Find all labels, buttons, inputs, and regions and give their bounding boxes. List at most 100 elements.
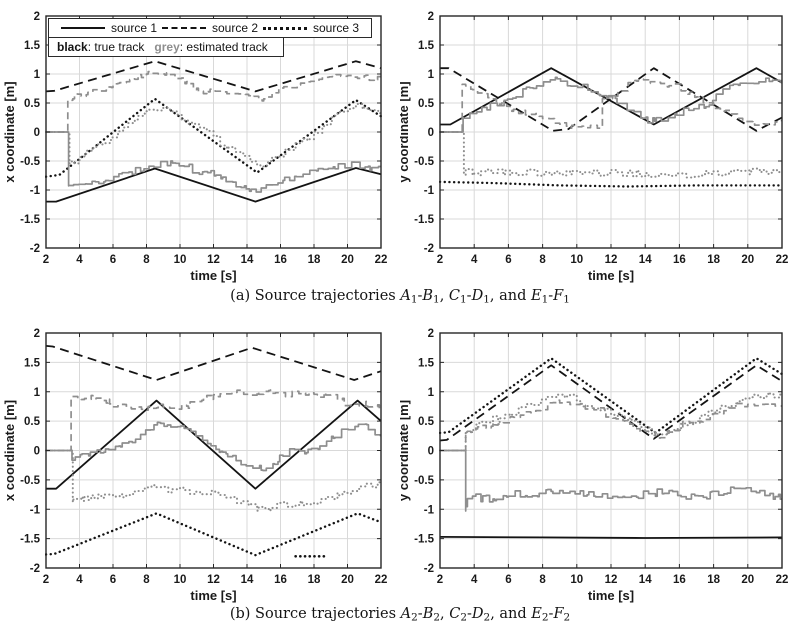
text-segment: 2 [460,611,467,624]
text-segment: D [471,606,484,622]
b-right-x-tick-label: 6 [505,574,511,586]
a-left-source-2-estimated-line [46,70,381,133]
text-segment: - [417,288,423,304]
a-right-y-tick-label: 1.5 [418,40,435,52]
a-left-x-tick-label: 14 [241,254,254,266]
a-right-y-tick-label: -2 [424,243,434,255]
a-right-x-axis-label: time [s] [588,268,634,283]
a-left-source-1-estimated-line [46,131,381,193]
a-right-x-tick-label: 10 [570,254,583,266]
a-right-x-tick-label: 6 [505,254,511,266]
b-right-x-tick-label: 10 [570,574,583,586]
b-left-source-2-true-line [45,345,382,381]
a-right-source-3-true-line [439,180,783,188]
a-left-x-tick-label: 20 [341,254,354,266]
a-right-x-tick-label: 14 [639,254,652,266]
solid-line-sample-icon [61,27,105,29]
b-right-y-tick-label: 1.5 [418,357,435,369]
a-right-y-tick-label: 1 [428,69,435,81]
legend-label-source-2: source 2 [211,21,259,35]
b-right-x-tick-label: 16 [673,574,686,586]
legend-label-source-1: source 1 [111,21,158,35]
legend-label-source-3: source 3 [312,21,359,35]
text-segment: 1 [410,293,418,306]
a-left-source-3-estimated-line [45,102,382,168]
text-segment: 2 [483,611,491,624]
text-segment: , [440,606,450,622]
a-left-y-tick-label: -1 [30,185,41,197]
a-right-source-2-estimated-line [440,78,782,133]
a-left-x-tick-label: 22 [375,254,388,266]
b-right-y-tick-label: 0.5 [418,416,435,428]
text-segment: , and [489,288,531,304]
legend-entry-source-2: source 2 [161,21,259,35]
subplot-a-right: 2 4 6 8 10 12 14 16 18 20 22 -2 -1.5 -1 -0.5 0 0.5 1 1.5 2 t… [400,0,800,292]
b-right-source-2-true-line [439,364,783,442]
b-right-y-axis-label: y coordinate [m] [400,400,411,501]
text-segment: - [417,606,423,622]
b-right-x-tick-label: 18 [707,574,720,586]
text-segment: - [466,606,472,622]
a-right-x-tick-label: 4 [471,254,478,266]
b-left-x-tick-label: 14 [241,574,254,586]
b-right-x-tick-label: 22 [776,574,789,586]
text-segment: 1 [563,293,570,306]
a-left-x-tick-label: 6 [110,254,116,266]
text-segment: black [57,40,88,54]
legend-entry-source-3: source 3 [262,21,359,35]
b-left-x-tick-label: 22 [375,574,388,586]
subplot-b-right: 2 4 6 8 10 12 14 16 18 20 22 -2 -1.5 -1 -0.5 0 0.5 1 1.5 2 t… [400,318,800,610]
b-left-source-1-estimated-line [46,421,382,472]
legend-note: black: true track grey: estimated track [48,37,284,57]
a-right-x-tick-label: 2 [437,254,443,266]
a-left-y-tick-label: 0 [34,127,40,139]
a-left-y-tick-label: 1.5 [24,40,41,52]
a-left-y-tick-label: -0.5 [20,156,40,168]
b-left-x-tick-label: 10 [174,574,187,586]
text-segment: , [439,288,449,304]
a-left-x-tick-label: 10 [174,254,187,266]
text-segment: 1 [433,293,440,306]
b-right-x-tick-label: 20 [741,574,754,586]
a-left-source-2-true-line [45,60,382,93]
text-segment: A [400,288,411,304]
b-right-x-tick-label: 8 [539,574,546,586]
text-segment: C [448,288,461,304]
b-left-y-axis-label: x coordinate [m] [2,400,17,501]
a-right-source-3-estimated-line [439,130,783,179]
a-right-y-tick-label: -1.5 [414,214,434,226]
b-right-y-tick-label: -2 [424,563,434,575]
a-right-x-tick-label: 8 [539,254,546,266]
dotted-line-sample-icon [262,26,307,30]
text-segment: 2 [411,611,418,624]
text-segment: grey [154,40,180,54]
a-right-y-tick-label: 2 [428,11,434,23]
a-left-y-tick-label: 1 [34,69,41,81]
b-left-y-tick-label: 1 [34,387,41,399]
a-right-x-tick-label: 12 [605,254,618,266]
text-segment: (b) Source trajectories [229,606,401,622]
a-left-y-tick-label: 2 [34,11,40,23]
a-left-y-axis-label: x coordinate [m] [2,81,17,182]
text-segment [144,40,154,54]
text-segment: D [471,288,484,304]
chart-a-right: 2 4 6 8 10 12 14 16 18 20 22 -2 -1.5 -1 -0.5 0 0.5 1 1.5 2 t… [400,0,800,292]
b-right-x-tick-label: 4 [471,574,478,586]
text-segment: B [422,288,434,304]
text-segment: : estimated track [179,40,268,54]
text-segment: E [530,288,542,304]
text-segment: C [449,606,461,622]
b-left-y-tick-label: 0 [34,446,40,458]
a-right-y-tick-label: 0 [428,127,434,139]
text-segment: F [553,288,564,304]
text-segment: 1 [541,293,549,306]
b-right-x-tick-label: 14 [639,574,652,586]
caption-b: (b) Source trajectories A2-B2, C2-D2, an… [0,606,800,624]
b-right-y-tick-label: -0.5 [414,475,434,487]
dashed-line-sample-icon [161,27,206,29]
text-segment: 2 [563,611,571,624]
b-left-y-tick-label: -2 [30,563,40,575]
a-right-y-tick-label: -0.5 [414,156,434,168]
b-left-x-tick-label: 16 [274,574,287,586]
